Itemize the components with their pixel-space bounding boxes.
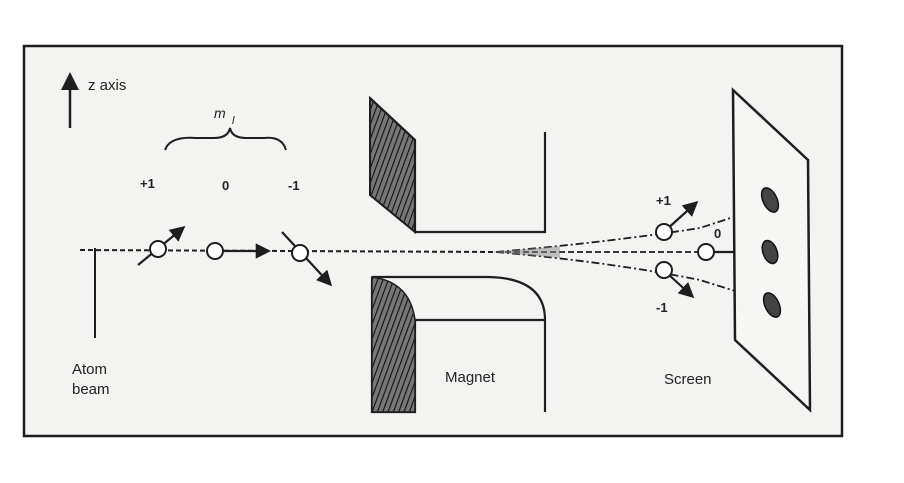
z-axis-indicator: z axis [61, 72, 126, 128]
deflected-atom-zero [697, 243, 752, 261]
atom-zero [206, 242, 272, 260]
beam-state-label: +1 [140, 176, 155, 191]
screen-state-label: -1 [656, 300, 668, 315]
atom-beam-label-line2: beam [72, 381, 110, 398]
atom-beam-label-line1: Atom [72, 361, 107, 378]
beam-state-label: 0 [222, 178, 229, 193]
screen-state-label: 0 [714, 226, 721, 241]
screen-state-label: +1 [656, 193, 671, 208]
beam-state-label: -1 [288, 178, 300, 193]
magnet-top-pole [369, 95, 547, 235]
deflected-atom-plus-one [655, 200, 699, 241]
impact-spots [760, 187, 782, 318]
ml-brace: m l [164, 105, 287, 151]
z-axis-label: z axis [88, 77, 126, 94]
deflected-atom-minus-one [655, 261, 695, 299]
atom-minus-one [281, 231, 333, 287]
screen-label: Screen [664, 371, 712, 388]
magnet-bottom-pole [370, 275, 547, 414]
ml-subscript: l [232, 115, 235, 127]
atom-beam-line [79, 249, 497, 253]
atom-plus-one [137, 226, 186, 266]
magnet-label: Magnet [445, 369, 496, 386]
ml-label: m [214, 105, 226, 121]
figure-frame [22, 44, 844, 438]
